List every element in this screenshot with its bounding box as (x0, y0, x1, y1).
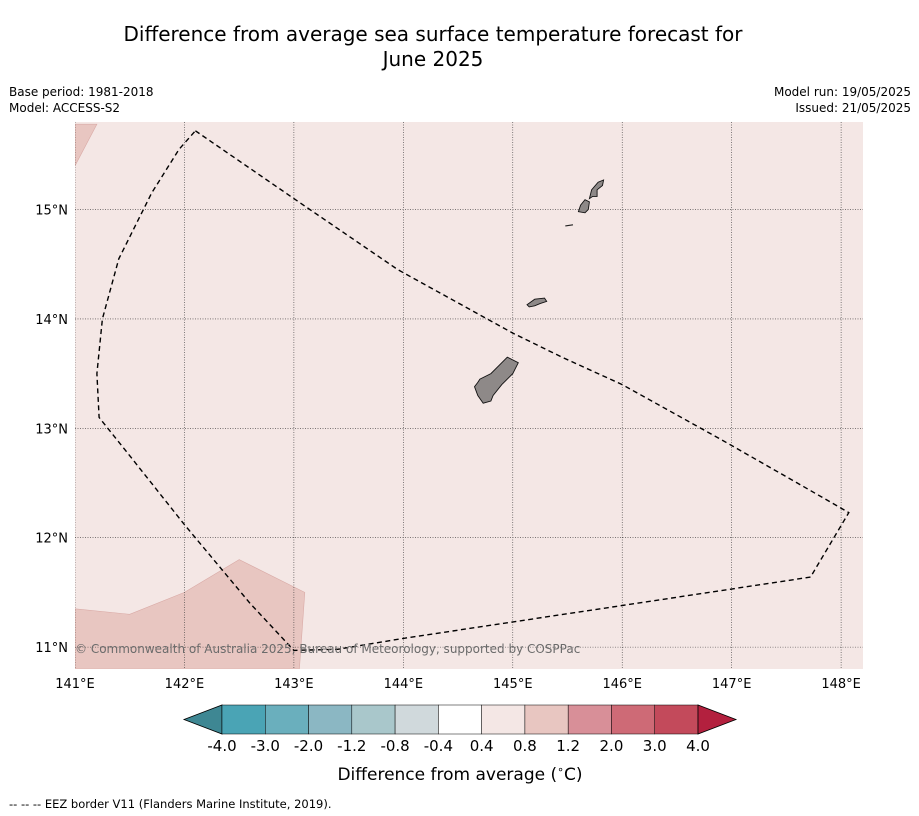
plot-layer: © Commonwealth of Australia 2025, Bureau… (75, 122, 863, 669)
colorbar-segment (351, 704, 396, 735)
island (577, 199, 590, 214)
colorbar-tick-label: -0.8 (380, 737, 409, 755)
x-tick-label: 142°E (165, 677, 205, 692)
colorbar-segment (611, 704, 655, 735)
colorbar-segment (481, 704, 526, 735)
colorbar-segment (654, 704, 699, 735)
island (526, 297, 548, 308)
chart-title: Difference from average sea surface temp… (100, 22, 766, 72)
colorbar-segment (438, 704, 482, 735)
x-tick-label: 148°E (821, 677, 861, 692)
colorbar-arrow-high (697, 704, 738, 735)
island (565, 224, 574, 227)
warm-anomaly-patch (75, 559, 306, 669)
colorbar-tick-label: 3.0 (643, 737, 667, 755)
x-tick-label: 145°E (493, 677, 533, 692)
island (473, 356, 519, 404)
x-tick-label: 144°E (384, 677, 424, 692)
model-label: Model: ACCESS-S2 (9, 101, 121, 115)
island (588, 179, 605, 200)
model-run-label: Model run: 19/05/2025 (773, 85, 911, 99)
y-tick-label: 14°N (35, 313, 68, 328)
x-tick-label: 143°E (274, 677, 314, 692)
x-tick-label: 147°E (712, 677, 752, 692)
colorbar-title: Difference from average (∘C) (337, 763, 582, 785)
base-period-label: Base period: 1981-2018 (9, 85, 154, 99)
y-tick-label: 12°N (35, 532, 68, 547)
colorbar-tick-label: 0.4 (470, 737, 494, 755)
colorbar-segment (308, 704, 353, 735)
chart-title-line1: Difference from average sea surface temp… (123, 22, 743, 46)
meta-right: Model run: 19/05/2025 Issued: 21/05/2025 (774, 84, 911, 116)
colorbar-segment (394, 704, 439, 735)
chart-title-line2: June 2025 (382, 47, 484, 71)
colorbar-title-degree: ∘ (557, 763, 564, 776)
colorbar-tick-label: 2.0 (600, 737, 624, 755)
x-tick-label: 141°E (55, 677, 95, 692)
colorbar-tick-label: -0.4 (424, 737, 453, 755)
colorbar-segment (567, 704, 612, 735)
issued-label: Issued: 21/05/2025 (795, 101, 911, 115)
colorbar-tick-label: 4.0 (686, 737, 710, 755)
colorbar-segment (524, 704, 569, 735)
eez-border-line (96, 130, 850, 652)
colorbar-tick-label: 1.2 (556, 737, 580, 755)
copyright-note: © Commonwealth of Australia 2025, Bureau… (75, 642, 580, 656)
colorbar-tick-label: 0.8 (513, 737, 537, 755)
colorbar-title-unit: C) (564, 765, 583, 785)
sst-anomaly-map: © Commonwealth of Australia 2025, Bureau… (35, 122, 863, 785)
x-tick-label: 146°E (602, 677, 642, 692)
colorbar-arrow-low (182, 704, 223, 735)
colorbar-title-text: Difference from average ( (337, 765, 557, 785)
meta-left: Base period: 1981-2018 Model: ACCESS-S2 (9, 84, 154, 116)
colorbar-tick-label: -2.0 (294, 737, 323, 755)
colorbar-tick-label: -3.0 (251, 737, 280, 755)
y-tick-label: 13°N (35, 422, 68, 437)
y-tick-label: 11°N (35, 641, 68, 656)
colorbar-tick-label: -1.2 (337, 737, 366, 755)
y-tick-label: 15°N (35, 204, 68, 219)
colorbar-segment (221, 704, 266, 735)
colorbar-segment (265, 704, 309, 735)
colorbar-tick-label: -4.0 (207, 737, 236, 755)
footer-note: -- -- -- EEZ border V11 (Flanders Marine… (9, 797, 332, 811)
warm-anomaly-patch (75, 123, 98, 166)
